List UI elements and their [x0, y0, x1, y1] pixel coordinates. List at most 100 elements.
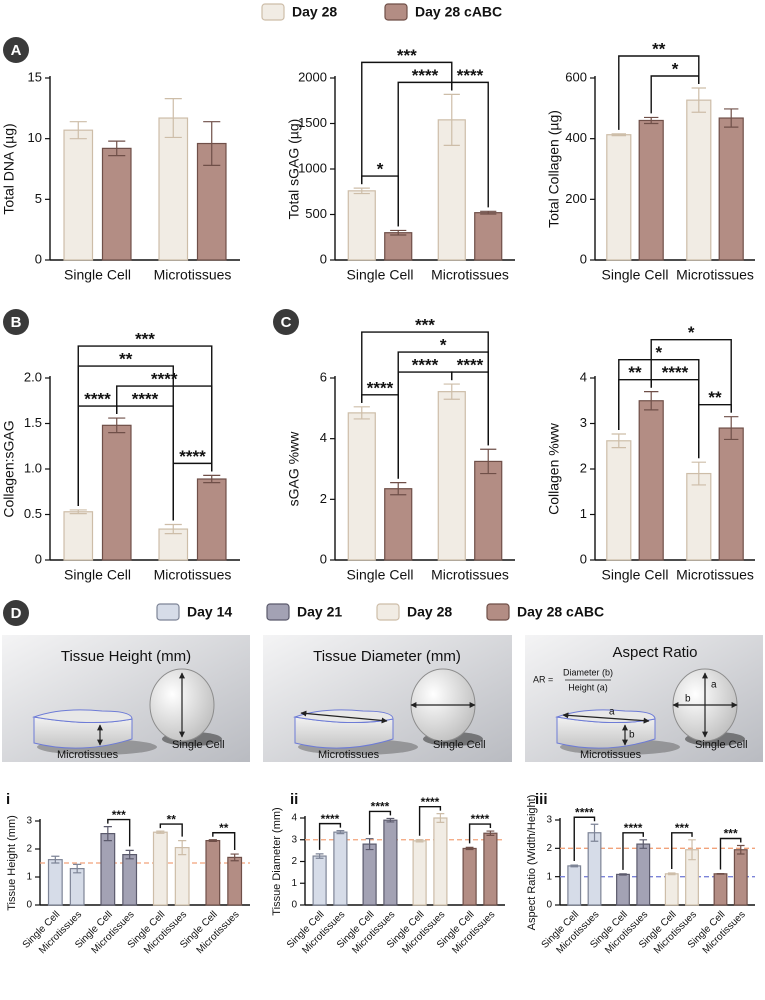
y-axis-label: Total Collagen (µg) — [546, 110, 562, 228]
x-tick-label: Single Cell — [602, 567, 669, 583]
error-bar — [69, 509, 87, 515]
significance-bracket — [468, 823, 492, 844]
illustration-label: Single Cell — [172, 739, 225, 751]
error-bar — [108, 140, 126, 157]
error-bar — [691, 461, 706, 486]
bar — [347, 190, 376, 261]
y-axis-label: Tissue Height (mm) — [6, 815, 18, 911]
legend-swatch — [156, 603, 180, 621]
error-bar — [353, 187, 370, 195]
significance-label: **** — [412, 66, 439, 85]
y-tick-label: 400 — [565, 130, 587, 145]
error-bar — [436, 813, 445, 823]
illustration-diameter: Tissue Diameter (mm) Microtissues Single… — [263, 635, 512, 762]
bar — [606, 134, 632, 261]
significance-label: * — [377, 160, 384, 179]
bar — [664, 873, 679, 906]
error-bar — [480, 210, 497, 215]
bar — [412, 840, 427, 906]
illustration-label: Microtissues — [318, 749, 380, 761]
error-bar — [716, 872, 725, 875]
significance-label: **** — [421, 795, 440, 809]
y-tick-label: 0 — [546, 900, 552, 911]
error-bar — [336, 830, 345, 835]
error-bar — [570, 864, 579, 868]
error-bar — [108, 417, 126, 434]
error-bar — [51, 855, 60, 864]
illustration-title: Aspect Ratio — [612, 644, 697, 661]
significance-label: **** — [662, 363, 689, 382]
bar — [152, 831, 168, 906]
y-tick-label: 10 — [28, 130, 42, 145]
significance-bracket — [618, 358, 700, 459]
error-bar — [611, 433, 626, 449]
error-bar — [443, 383, 460, 400]
significance-label: **** — [575, 805, 594, 819]
significance-label: ** — [219, 821, 229, 835]
error-bar — [73, 863, 82, 874]
y-tick-label: 2000 — [298, 69, 327, 84]
y-tick-label: 3 — [580, 415, 587, 430]
bar — [101, 424, 132, 561]
error-bar — [125, 849, 134, 860]
bar — [686, 472, 712, 561]
bar — [312, 855, 327, 906]
y-tick-label: 0 — [580, 551, 587, 566]
error-bar — [208, 839, 217, 843]
significance-label: **** — [151, 370, 178, 389]
y-tick-label: 0 — [35, 251, 42, 266]
formula-text: AR = — [533, 674, 553, 684]
y-tick-label: 2 — [291, 856, 297, 867]
error-bar — [156, 830, 165, 834]
error-bar — [69, 121, 87, 140]
significance-bracket — [622, 832, 644, 870]
y-tick-label: 1 — [580, 506, 587, 521]
bar — [63, 129, 94, 261]
y-axis-label: Aspect Ratio (Width/Height) — [526, 795, 538, 931]
error-bar — [688, 839, 696, 861]
illustration-label: Microtissues — [580, 749, 642, 761]
error-bar — [724, 416, 739, 441]
bar — [227, 856, 243, 906]
y-tick-label: 2 — [320, 491, 327, 506]
error-bar — [315, 853, 324, 859]
significance-label: *** — [135, 330, 155, 349]
legend-label: Day 28 cABC — [517, 604, 604, 620]
formula-text: Height (a) — [568, 682, 608, 692]
y-tick-label: 500 — [305, 206, 327, 221]
panel-label: A — [11, 42, 22, 59]
significance-label: **** — [84, 390, 111, 409]
error-bar — [691, 87, 706, 113]
significance-bracket — [159, 823, 183, 837]
significance-label: **** — [132, 390, 159, 409]
legend-swatch — [384, 3, 408, 21]
significance-label: *** — [112, 808, 126, 822]
legend-swatch — [261, 3, 285, 21]
error-bar — [480, 448, 497, 475]
y-tick-label: 0 — [320, 251, 327, 266]
error-bar — [365, 838, 374, 851]
bar — [638, 400, 664, 561]
bar — [636, 843, 651, 906]
error-bar — [164, 523, 182, 535]
error-bar — [178, 840, 187, 856]
y-tick-label: 1.5 — [24, 415, 42, 430]
y-tick-label: 3 — [546, 815, 552, 826]
x-tick-label: Microtissues — [154, 567, 232, 583]
significance-label: **** — [321, 812, 340, 826]
legend-swatch — [266, 603, 290, 621]
bar — [333, 831, 348, 906]
error-bar — [443, 93, 460, 146]
illustration-label: a — [711, 680, 717, 691]
x-tick-label: Single Cell — [64, 267, 131, 283]
y-tick-label: 0 — [580, 251, 587, 266]
y-tick-label: 0 — [35, 551, 42, 566]
y-tick-label: 2.0 — [24, 369, 42, 384]
x-tick-label: Single Cell — [64, 567, 131, 583]
bar — [733, 849, 748, 906]
error-bar — [203, 121, 221, 166]
bar — [196, 478, 227, 561]
legend-swatch — [376, 603, 400, 621]
significance-label: **** — [457, 66, 484, 85]
